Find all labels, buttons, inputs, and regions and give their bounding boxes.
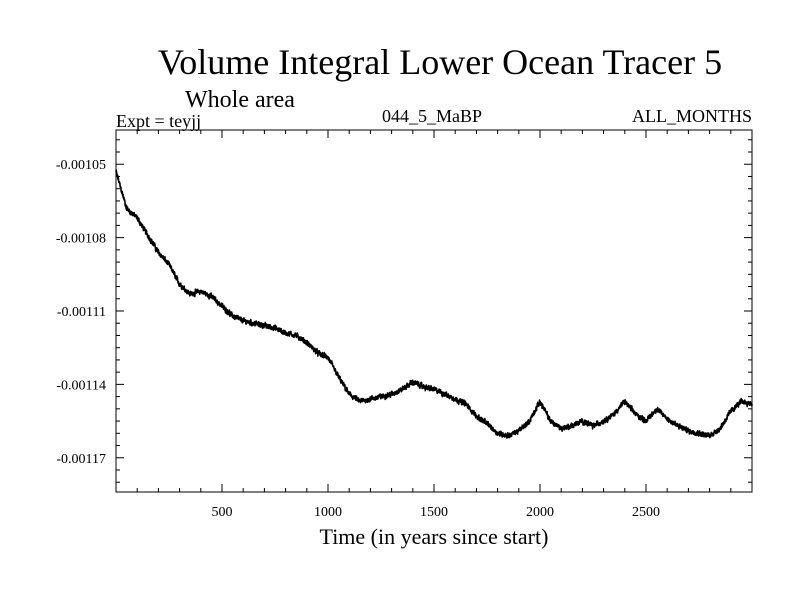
x-tick-label: 2500 <box>632 505 660 520</box>
x-tick-label: 1500 <box>420 505 448 520</box>
y-tick-label: -0.00111 <box>57 305 106 320</box>
x-tick-label: 500 <box>212 505 233 520</box>
x-axis-label: Time (in years since start) <box>320 524 549 549</box>
y-tick-label: -0.00117 <box>56 452 106 467</box>
y-tick-labels: -0.00105 -0.00108 -0.00111 -0.00114 -0.00117 <box>56 158 106 467</box>
series-line <box>115 169 753 439</box>
x-tick-labels: 500 1000 1500 2000 2500 <box>212 505 661 520</box>
expt-label: Expt = teyjj <box>116 111 201 131</box>
series-layer <box>115 169 753 439</box>
months-label: ALL_MONTHS <box>632 106 752 126</box>
y-tick-label: -0.00114 <box>56 378 106 393</box>
chart-subtitle: Whole area <box>185 87 295 113</box>
x-tick-label: 1000 <box>314 505 342 520</box>
plot-area <box>115 129 753 493</box>
y-tick-label: -0.00105 <box>56 158 106 173</box>
y-tick-label: -0.00108 <box>56 232 106 247</box>
x-tick-label: 2000 <box>526 505 554 520</box>
period-label: 044_5_MaBP <box>382 106 482 126</box>
chart-title: Volume Integral Lower Ocean Tracer 5 <box>158 42 722 82</box>
tick-marks <box>116 130 752 492</box>
